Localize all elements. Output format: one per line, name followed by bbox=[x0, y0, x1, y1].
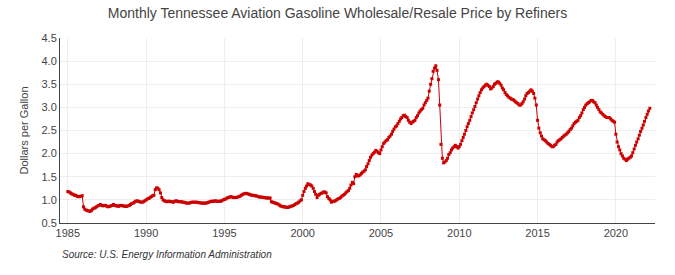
svg-text:3.5: 3.5 bbox=[42, 78, 57, 90]
svg-text:2010: 2010 bbox=[447, 227, 471, 239]
svg-text:Dollars per Gallon: Dollars per Gallon bbox=[18, 86, 30, 174]
svg-text:3.0: 3.0 bbox=[42, 101, 57, 113]
svg-text:1995: 1995 bbox=[212, 227, 236, 239]
svg-text:2.5: 2.5 bbox=[42, 124, 57, 136]
svg-text:4.0: 4.0 bbox=[42, 55, 57, 67]
svg-text:2020: 2020 bbox=[604, 227, 628, 239]
svg-text:1.5: 1.5 bbox=[42, 171, 57, 183]
svg-text:2015: 2015 bbox=[525, 227, 549, 239]
svg-text:2005: 2005 bbox=[369, 227, 393, 239]
svg-text:1990: 1990 bbox=[134, 227, 158, 239]
svg-text:Source: U.S. Energy Informatio: Source: U.S. Energy Information Administ… bbox=[62, 249, 272, 260]
svg-text:4.5: 4.5 bbox=[42, 32, 57, 44]
svg-text:2.0: 2.0 bbox=[42, 147, 57, 159]
svg-text:1.0: 1.0 bbox=[42, 194, 57, 206]
svg-text:0.5: 0.5 bbox=[42, 217, 57, 229]
svg-text:1985: 1985 bbox=[56, 227, 80, 239]
svg-text:2000: 2000 bbox=[290, 227, 314, 239]
svg-text:Monthly Tennessee Aviation Gas: Monthly Tennessee Aviation Gasoline Whol… bbox=[108, 5, 567, 21]
